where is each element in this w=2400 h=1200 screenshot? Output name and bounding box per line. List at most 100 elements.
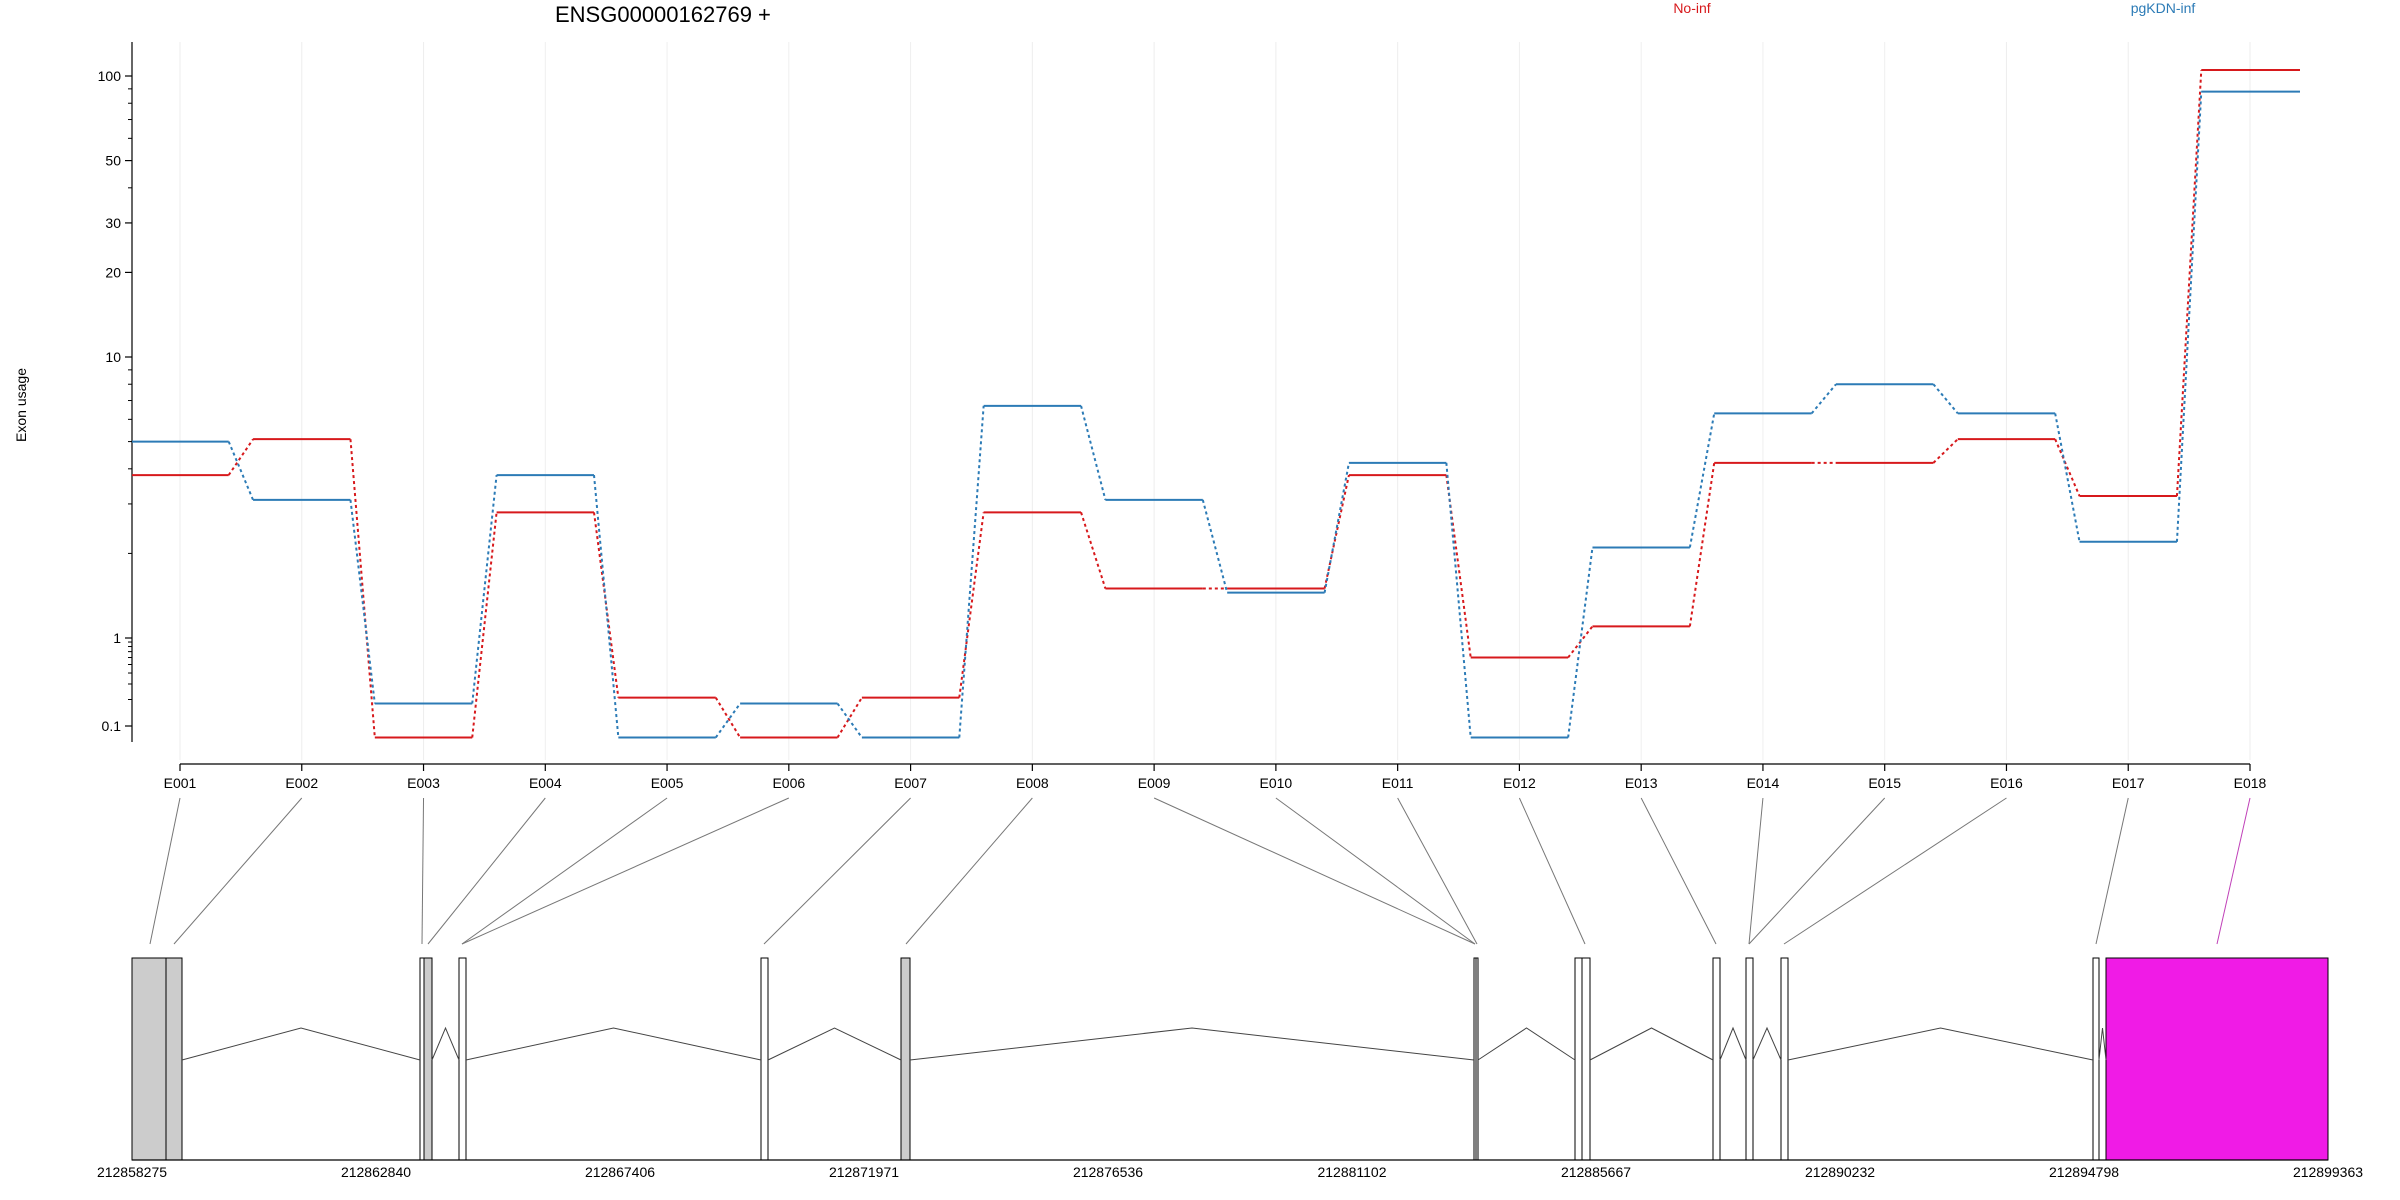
no-inf-transition-E004 — [593, 512, 620, 698]
pgkdn-inf-transition-E013 — [1688, 413, 1716, 548]
gene-model — [131, 957, 2329, 1161]
genomic-coordinate-axis: 212858275 212862840 212867406 212871971 2128… — [97, 1159, 2363, 1180]
connector-E017 — [2095, 797, 2129, 945]
x-tick-label-E011: E011 — [1382, 775, 1414, 791]
pgkdn-inf-transition-E009 — [1201, 499, 1229, 593]
connector-E007 — [763, 797, 911, 945]
intron-line — [1589, 1027, 1714, 1061]
y-tick-label: 50 — [105, 153, 121, 169]
no-inf-transition-E010 — [1323, 474, 1350, 589]
exon-box — [1780, 957, 1789, 1161]
connector-E014 — [1748, 797, 1764, 945]
y-axis: 0.1 1 10 20 30 50 100 — [98, 42, 133, 742]
x-tick-label-E013: E013 — [1625, 775, 1658, 791]
coordinate-label: 212871971 — [829, 1164, 899, 1180]
intron-line — [2098, 1027, 2107, 1061]
exon-box — [2092, 957, 2100, 1161]
exon-box — [423, 957, 433, 1161]
no-inf-transition-E017 — [2175, 69, 2203, 497]
legend-pgkdn-inf: pgKDN-inf — [2131, 0, 2196, 16]
x-tick-label-E014: E014 — [1747, 775, 1780, 791]
y-axis-label: Exon usage — [13, 368, 29, 442]
coordinate-label: 212890232 — [1805, 1164, 1875, 1180]
coordinate-label: 212876536 — [1073, 1164, 1143, 1180]
y-tick-label: 10 — [105, 349, 121, 365]
no-inf-transition-E011 — [1445, 474, 1472, 658]
x-tick-label-E005: E005 — [651, 775, 684, 791]
connector-E002 — [173, 797, 303, 945]
chart-title: ENSG00000162769 + — [555, 2, 771, 27]
x-tick-label-E017: E017 — [2112, 775, 2145, 791]
x-tick-label-E002: E002 — [285, 775, 318, 791]
exon-box — [131, 957, 167, 1161]
coordinate-label: 212894798 — [2049, 1164, 2119, 1180]
x-tick-label-E009: E009 — [1138, 775, 1171, 791]
no-inf-transition-E007 — [958, 512, 985, 698]
x-tick-label-E015: E015 — [1868, 775, 1901, 791]
x-tick-label-E007: E007 — [894, 775, 927, 791]
exon-box — [419, 957, 425, 1161]
exon-box — [760, 957, 769, 1161]
coordinate-label: 212885667 — [1561, 1164, 1631, 1180]
connector-E004 — [427, 797, 546, 945]
connector-E006 — [461, 797, 790, 945]
connector-E005 — [461, 797, 668, 945]
no-inf-transition-E016 — [2054, 438, 2081, 497]
pgkdn-inf-transition-E001 — [227, 441, 254, 501]
coordinate-label: 212899363 — [2293, 1164, 2363, 1180]
no-inf-transition-E013 — [1688, 462, 1716, 627]
x-tick-label-E008: E008 — [1016, 775, 1049, 791]
coordinate-label: 212858275 — [97, 1164, 167, 1180]
connector-E013 — [1640, 797, 1717, 945]
no-inf-transition-E002 — [349, 439, 376, 738]
exon-box — [1581, 957, 1591, 1161]
x-axis: E001 E002 E003 E004 E005 E006 E007 E008 E009 E010… — [164, 763, 2267, 791]
pgkdn-inf-transition-E005 — [714, 702, 741, 739]
connector-E010 — [1275, 797, 1476, 945]
x-tick-label-E016: E016 — [1990, 775, 2023, 791]
pgkdn-inf-transition-E004 — [593, 474, 620, 738]
connector-E012 — [1518, 797, 1586, 945]
connector-E001 — [149, 797, 181, 945]
pgkdn-inf-transition-E008 — [1080, 405, 1107, 501]
x-tick-label-E012: E012 — [1503, 775, 1536, 791]
no-inf-transition-E005 — [714, 697, 741, 739]
no-inf-transition-E006 — [836, 697, 863, 739]
intron-line — [181, 1027, 421, 1061]
intron-line — [909, 1027, 1475, 1061]
pgkdn-inf-transition-E010 — [1323, 462, 1350, 593]
no-inf-transition-E001 — [227, 438, 254, 476]
exon-box — [2105, 957, 2329, 1161]
no-inf-transition-E008 — [1080, 512, 1107, 589]
series-lines — [132, 69, 2300, 739]
pgkdn-inf-transition-E015 — [1932, 383, 1959, 415]
intron-line — [1477, 1027, 1576, 1061]
intron-line — [1787, 1027, 2094, 1061]
pgkdn-inf-transition-E011 — [1445, 462, 1472, 738]
connector-E008 — [905, 797, 1033, 945]
exon-box — [165, 957, 183, 1161]
x-tick-label-E003: E003 — [407, 775, 440, 791]
x-tick-label-E006: E006 — [772, 775, 805, 791]
y-tick-label: 0.1 — [102, 718, 122, 734]
pgkdn-inf-transition-E016 — [2054, 413, 2081, 542]
connector-E015 — [1748, 797, 1886, 945]
x-tick-label-E010: E010 — [1260, 775, 1293, 791]
pgkdn-inf-transition-E012 — [1567, 547, 1594, 738]
x-tick-label-E001: E001 — [164, 775, 197, 791]
coordinate-label: 212867406 — [585, 1164, 655, 1180]
pgkdn-inf-transition-E017 — [2175, 91, 2203, 542]
exon-box — [1712, 957, 1721, 1161]
coordinate-label: 212881102 — [1317, 1164, 1386, 1180]
x-tick-label-E004: E004 — [529, 775, 562, 791]
intron-line — [1752, 1026, 1782, 1061]
connector-E018 — [2216, 797, 2251, 945]
intron-line — [431, 1026, 460, 1061]
intron-line — [465, 1027, 762, 1061]
x-tick-label-E018: E018 — [2234, 775, 2267, 791]
connector-E009 — [1153, 797, 1476, 945]
legend-no-inf: No-inf — [1673, 0, 1710, 16]
no-inf-transition-E003 — [471, 512, 498, 738]
exon-connectors — [149, 797, 2251, 945]
